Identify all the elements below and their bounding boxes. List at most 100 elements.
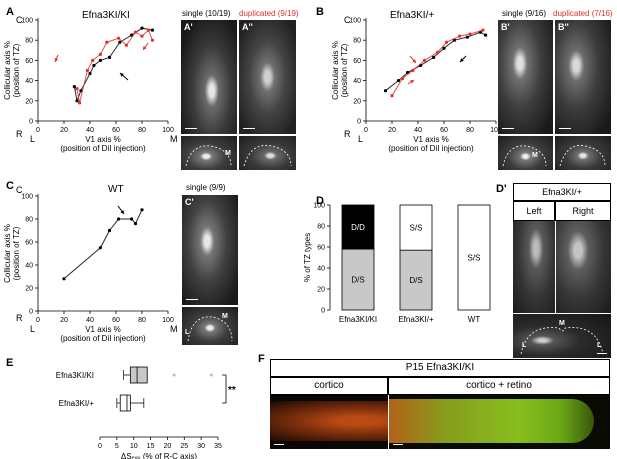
panel-letter-e: E	[6, 357, 14, 369]
x-tick-label: 60	[112, 317, 120, 324]
x-tick-label: 80	[138, 317, 146, 324]
x-tick-label: 80	[138, 127, 146, 134]
micrograph-dp-left	[513, 221, 555, 313]
panel-dp-right-box: Right	[555, 201, 611, 221]
x-tick-label: 60	[440, 127, 448, 134]
y-tick-label: 60	[317, 245, 325, 252]
data-point	[383, 89, 388, 93]
series-line-1	[76, 29, 153, 103]
category-label: Efna3KI/KI	[339, 315, 377, 324]
panel-b-duplicated-label: duplicated (7/16)	[553, 9, 613, 18]
data-point	[411, 68, 415, 73]
arrow-head	[143, 46, 147, 50]
x-tick-label: 35	[214, 443, 222, 450]
data-point	[484, 33, 488, 37]
data-point	[396, 79, 401, 83]
bar-segment	[341, 248, 375, 311]
data-point	[124, 43, 128, 47]
panel-dp-header: Efna3KI/+	[542, 187, 582, 197]
category-label: WT	[468, 315, 481, 324]
bar-segment	[399, 204, 433, 251]
x-tick-label: 20	[60, 317, 68, 324]
data-point	[105, 40, 109, 44]
y-tick-label: 20	[25, 98, 33, 105]
data-point	[432, 55, 436, 59]
micrograph-c-prime: C'	[182, 195, 238, 305]
arrow-head	[54, 58, 59, 62]
panel-letter-b: B	[316, 6, 324, 18]
panel-f-right-box: cortico + retino	[388, 377, 610, 395]
x-tick-label: 100	[162, 127, 174, 134]
x-tick-label: 80	[466, 127, 474, 134]
row-label: Efna3KI/+	[59, 399, 95, 408]
x-tick-label: 100	[490, 127, 500, 134]
data-point	[133, 222, 138, 226]
x-tick-label: 0	[36, 127, 40, 134]
panel-letter-c: C	[6, 180, 14, 192]
data-point	[92, 63, 96, 68]
micrograph-dp-bottom: L M L	[513, 314, 611, 358]
x-tick-label: 40	[86, 317, 94, 324]
data-point	[130, 217, 134, 221]
bar-segment	[341, 204, 375, 250]
x-axis-label-1: V1 axis %	[413, 135, 449, 144]
data-point	[140, 34, 144, 38]
panel-dp-header-box: Efna3KI/+	[513, 183, 611, 201]
data-point	[445, 40, 449, 44]
y-tick-label: 40	[353, 78, 361, 85]
y-axis-label: % of TZ types	[303, 233, 312, 282]
x-tick-label: 25	[180, 443, 188, 450]
x-tick-label: 100	[162, 317, 174, 324]
panel-letter-f: F	[258, 353, 265, 365]
micrograph-b-double-prime: B''	[555, 20, 611, 134]
y-tick-label: 20	[25, 286, 33, 293]
bar-segment	[399, 249, 433, 311]
panel-f-left: cortico	[314, 380, 344, 391]
x-tick-label: 40	[86, 127, 94, 134]
y-tick-label: 60	[25, 240, 33, 247]
x-tick-label: 0	[364, 127, 368, 134]
x-tick-label: 5	[115, 443, 119, 450]
panel-dp-left: Left	[526, 206, 542, 216]
stacked-bar-chart-d: 0 20 40 60 80 100 % of TZ types D/S D/D Efna3KI/K…	[303, 203, 491, 324]
panel-b-single-label: single (9/16)	[502, 9, 547, 18]
y-axis-label-1: Collicular axis %	[331, 41, 340, 100]
x-axis-label-1: V1 axis %	[85, 135, 121, 144]
axis-end-m: M	[170, 134, 178, 144]
box	[129, 366, 148, 384]
panel-a-title: Efna3KI/KI	[82, 10, 130, 21]
panel-f-right: cortico + retino	[466, 380, 532, 391]
axis-end-m: M	[170, 324, 178, 334]
x-axis-label-1: V1 axis %	[85, 325, 121, 334]
axis-end-c: C	[344, 15, 351, 25]
data-point	[422, 58, 427, 63]
y-tick-label: 100	[21, 18, 33, 25]
bar-segment	[457, 204, 491, 311]
y-tick-label: 60	[353, 58, 361, 65]
y-tick-label: 40	[25, 78, 33, 85]
y-axis-label-1: Collicular axis %	[3, 224, 12, 283]
bar-segment-label: D/S	[351, 276, 364, 285]
panel-a-single-label: single (10/19)	[182, 9, 231, 18]
arrow-head	[120, 73, 124, 77]
y-tick-label: 80	[25, 217, 33, 224]
y-tick-label: 80	[25, 38, 33, 45]
micrograph-a-double-prime: A''	[239, 20, 296, 134]
box-plot-e: 0 5 10 15 20 25 30 35 ΔSₑₓₚ (% of R-C axis) Efna3…	[56, 366, 236, 459]
data-point	[78, 101, 82, 105]
outlier-point	[209, 373, 213, 377]
data-point	[458, 34, 462, 38]
x-tick-label: 60	[112, 127, 120, 134]
arrow-head	[120, 210, 124, 214]
significance-bracket	[222, 374, 227, 404]
y-tick-label: 100	[349, 18, 361, 25]
significance-mark: **	[228, 385, 236, 396]
x-tick-label: 40	[414, 127, 422, 134]
data-point	[400, 76, 404, 81]
data-point	[88, 71, 92, 76]
y-axis-label-2: (position of TZ)	[340, 43, 349, 97]
arrow-head	[410, 80, 414, 84]
x-tick-label: 20	[60, 127, 68, 134]
